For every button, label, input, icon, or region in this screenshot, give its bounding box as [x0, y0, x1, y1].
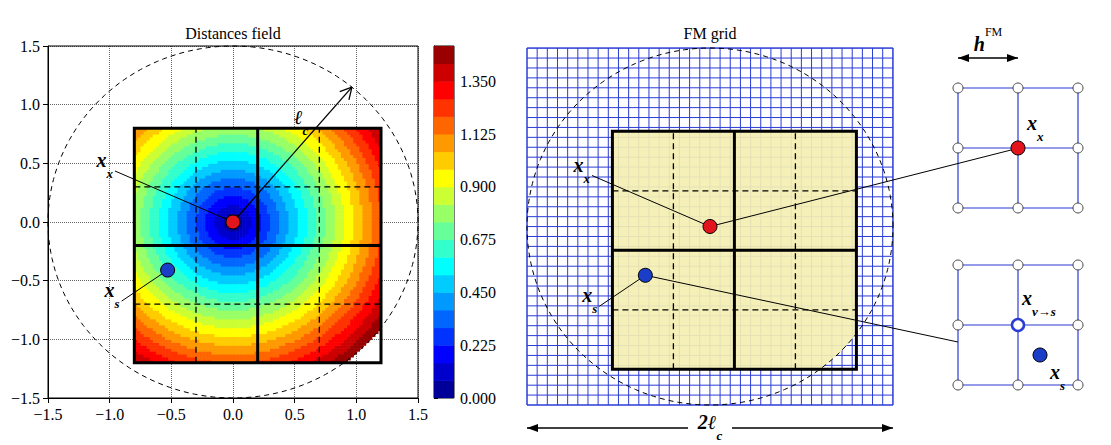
svg-text:−1.0: −1.0 [11, 331, 40, 348]
svg-text:FM: FM [985, 25, 1003, 39]
svg-text:s: s [114, 296, 120, 312]
svg-text:0.000: 0.000 [460, 390, 496, 407]
svg-text:x: x [1021, 287, 1032, 309]
svg-text:−0.5: −0.5 [157, 406, 186, 423]
svg-text:x: x [1026, 112, 1037, 134]
svg-text:1.0: 1.0 [346, 406, 366, 423]
svg-text:x: x [583, 171, 591, 186]
svg-text:x: x [106, 166, 114, 181]
svg-text:s: s [592, 301, 598, 317]
svg-text:0.675: 0.675 [460, 231, 496, 248]
svg-text:1.5: 1.5 [20, 38, 40, 55]
svg-text:1.350: 1.350 [460, 73, 496, 90]
svg-text:−1.0: −1.0 [95, 406, 124, 423]
svg-text:0.0: 0.0 [20, 214, 40, 231]
svg-text:v→s: v→s [1032, 304, 1056, 319]
svg-text:c: c [716, 428, 722, 443]
svg-text:0.900: 0.900 [460, 178, 496, 195]
svg-text:0.5: 0.5 [20, 155, 40, 172]
svg-text:1.0: 1.0 [20, 96, 40, 113]
svg-text:h: h [974, 33, 985, 55]
svg-text:FM grid: FM grid [684, 25, 737, 43]
svg-text:x: x [573, 154, 584, 176]
svg-text:−1.5: −1.5 [11, 390, 40, 407]
svg-text:−0.5: −0.5 [11, 272, 40, 289]
svg-text:0.450: 0.450 [460, 284, 496, 301]
svg-text:c: c [302, 123, 308, 138]
svg-text:x: x [1049, 361, 1060, 383]
svg-text:x: x [96, 149, 107, 171]
svg-text:x: x [104, 279, 115, 301]
svg-text:0.5: 0.5 [285, 406, 305, 423]
svg-text:s: s [1059, 378, 1065, 393]
svg-text:Distances field: Distances field [185, 25, 281, 42]
svg-text:ℓ: ℓ [294, 106, 303, 128]
svg-text:1.125: 1.125 [460, 126, 496, 143]
svg-text:x: x [1036, 129, 1044, 144]
svg-text:0.225: 0.225 [460, 337, 496, 354]
svg-text:1.5: 1.5 [408, 406, 428, 423]
svg-text:2ℓ: 2ℓ [697, 411, 717, 433]
svg-text:−1.5: −1.5 [33, 406, 62, 423]
svg-text:0.0: 0.0 [223, 406, 243, 423]
svg-text:x: x [581, 284, 592, 306]
